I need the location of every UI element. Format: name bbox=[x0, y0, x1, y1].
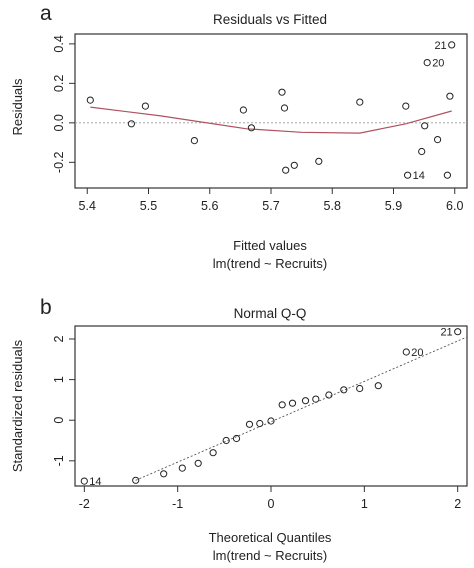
panel-a-xlabel: Fitted values bbox=[233, 238, 307, 253]
panel-b-point-7 bbox=[222, 436, 230, 445]
panel-a-subtitle: lm(trend ~ Recruits) bbox=[213, 256, 328, 271]
panel-a-x-tick-label-6: 5.9 bbox=[385, 199, 402, 213]
panel-b-point-1 bbox=[80, 477, 88, 485]
panel-b-title: Normal Q-Q bbox=[234, 306, 307, 321]
panel-a-smooth-group bbox=[90, 106, 452, 134]
panel-b-qq-line bbox=[135, 336, 468, 481]
panel-a-x-tick-label-2: 5.5 bbox=[140, 199, 157, 213]
panel-a-y-ticks: -0.2 0.0 0.2 0.4 bbox=[52, 35, 75, 173]
panel-b-point-labels: 14 20 21 bbox=[89, 327, 452, 488]
panel-b-points bbox=[80, 328, 462, 485]
panel-b-ylabel-group: Standardized residuals bbox=[10, 339, 25, 472]
panel-b-point-2 bbox=[132, 476, 140, 484]
panel-a-point-13 bbox=[402, 102, 410, 110]
panel-a-title: Residuals vs Fitted bbox=[213, 12, 327, 27]
panel-a-point-12 bbox=[356, 98, 364, 106]
panel-a-y-tick-label-2: 0.0 bbox=[52, 114, 66, 131]
panel-b-point-10 bbox=[256, 419, 264, 428]
panel-a-point-2 bbox=[127, 120, 135, 128]
panel-a-point-15 bbox=[418, 147, 426, 156]
panel-b-point-19 bbox=[374, 382, 382, 390]
panel-a-point-label-14: 14 bbox=[413, 170, 425, 182]
panel-a-point-19 bbox=[443, 171, 451, 179]
panel-b-point-18 bbox=[356, 384, 364, 393]
panel-b-point-6 bbox=[209, 449, 217, 457]
panel-b-point-21 bbox=[454, 328, 462, 336]
panel-a-x-tick-label-4: 5.7 bbox=[262, 199, 279, 213]
panel-b-ylabel: Standardized residuals bbox=[10, 339, 25, 472]
panel-b-xlabel: Theoretical Quantiles bbox=[209, 530, 332, 545]
panel-a-point-label-21: 21 bbox=[434, 40, 446, 52]
panel-a-x-tick-label-7: 6.0 bbox=[446, 199, 463, 213]
normal-qq-panel: b Normal Q-Q Standardized residuals 1420… bbox=[10, 296, 468, 563]
panel-a-point-label-20: 20 bbox=[432, 58, 444, 70]
panel-b-y-ticks: -1 0 1 2 bbox=[52, 335, 75, 466]
panel-a-point-10 bbox=[290, 161, 298, 169]
panel-a-point-6 bbox=[247, 124, 255, 132]
panel-a-x-ticks: 5.4 5.5 5.6 5.7 5.8 5.9 6.0 bbox=[79, 188, 463, 213]
panel-b-x-ticks: -2 -1 0 1 2 bbox=[79, 486, 461, 511]
panel-b-x-tick-label-3: 0 bbox=[268, 497, 275, 511]
panel-b-point-16 bbox=[325, 391, 333, 399]
panel-b-point-label-21: 21 bbox=[440, 327, 452, 339]
panel-b-point-9 bbox=[245, 420, 254, 428]
panel-a-point-9 bbox=[282, 166, 290, 174]
panel-b-point-11 bbox=[267, 417, 275, 425]
panel-a-point-11 bbox=[315, 157, 323, 165]
panel-b-x-tick-label-4: 1 bbox=[361, 497, 368, 511]
panel-a-x-tick-label-1: 5.4 bbox=[79, 199, 96, 213]
panel-b-qq-line-group bbox=[135, 336, 468, 481]
panel-a-y-tick-label-4: 0.4 bbox=[52, 35, 66, 52]
panel-a-point-21 bbox=[448, 41, 456, 49]
panel-b-point-label-14: 14 bbox=[89, 476, 101, 488]
panel-a-point-7 bbox=[278, 88, 286, 96]
panel-b-x-tick-label-2: -1 bbox=[172, 497, 183, 511]
panel-a-letter: a bbox=[40, 2, 52, 25]
panel-a-point-5 bbox=[239, 106, 247, 114]
panel-a-ylabel: Residuals bbox=[10, 78, 25, 136]
panel-a-point-14 bbox=[404, 171, 412, 179]
panel-a-point-20 bbox=[446, 92, 454, 100]
panel-a-point-8 bbox=[280, 104, 289, 112]
panel-b-point-13 bbox=[288, 399, 297, 407]
panel-b-point-15 bbox=[312, 395, 320, 403]
panel-b-y-tick-label-1: -1 bbox=[52, 455, 66, 466]
panel-a-plot-frame bbox=[74, 33, 468, 189]
panel-a-points bbox=[86, 41, 456, 179]
panel-a-x-tick-label-3: 5.6 bbox=[201, 199, 218, 213]
panel-b-subtitle: lm(trend ~ Recruits) bbox=[213, 548, 328, 563]
panel-a-point-1 bbox=[86, 96, 94, 104]
panel-b-x-tick-label-5: 2 bbox=[454, 497, 461, 511]
panel-b-point-14 bbox=[301, 397, 310, 405]
panel-b-y-tick-label-3: 1 bbox=[52, 376, 66, 383]
panel-b-x-tick-label-1: -2 bbox=[79, 497, 90, 511]
panel-b-point-17 bbox=[340, 386, 348, 394]
panel-b-y-tick-label-2: 0 bbox=[52, 417, 66, 424]
panel-a-point-16 bbox=[421, 122, 429, 130]
panel-b-point-4 bbox=[178, 464, 186, 472]
panel-b-point-12 bbox=[278, 401, 286, 409]
panel-a-point-4 bbox=[190, 137, 198, 145]
panel-a-point-18 bbox=[434, 136, 442, 144]
panel-b-y-tick-label-4: 2 bbox=[52, 335, 66, 342]
panel-b-point-8 bbox=[232, 434, 241, 443]
panel-a-smooth-line bbox=[90, 106, 452, 134]
panel-a-y-tick-label-3: 0.2 bbox=[52, 75, 66, 92]
residuals-vs-fitted-panel: a Residuals vs Fitted Residuals 14 20 21 5… bbox=[10, 2, 468, 271]
panel-a-point-labels: 14 20 21 bbox=[413, 40, 447, 182]
panel-b-letter: b bbox=[40, 296, 52, 319]
panel-b-point-20 bbox=[402, 348, 410, 356]
panel-a-ylabel-group: Residuals bbox=[10, 78, 25, 136]
panel-b-point-3 bbox=[160, 470, 168, 478]
panel-a-point-3 bbox=[141, 102, 149, 110]
panel-b-point-5 bbox=[194, 459, 202, 467]
panel-a-x-tick-label-5: 5.8 bbox=[324, 199, 341, 213]
panel-a-y-tick-label-1: -0.2 bbox=[52, 151, 66, 173]
panel-a-point-17 bbox=[423, 59, 431, 67]
panel-b-point-label-20: 20 bbox=[411, 347, 423, 359]
